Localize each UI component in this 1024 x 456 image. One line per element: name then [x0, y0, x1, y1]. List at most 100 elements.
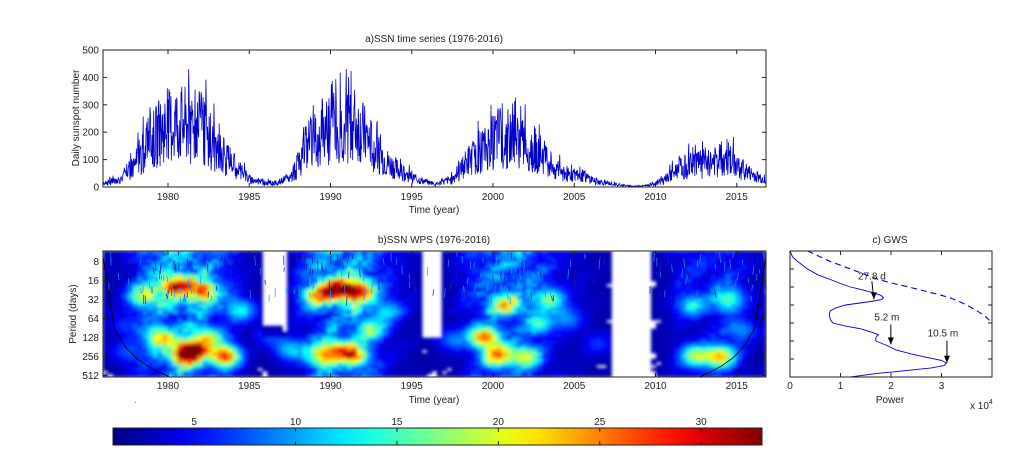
wps-cell	[107, 343, 114, 348]
wps-cell	[700, 328, 707, 333]
wps-cell	[571, 304, 577, 309]
wps-cell	[356, 331, 363, 336]
wps-cell	[227, 340, 233, 345]
wps-cell	[720, 304, 727, 309]
wps-cell	[521, 251, 527, 255]
wps-cell	[237, 268, 243, 273]
wps-cell	[366, 251, 373, 255]
wps-cell	[750, 253, 757, 258]
wps-cell	[750, 316, 757, 321]
wps-cell	[571, 301, 577, 306]
wps-cell	[177, 268, 184, 273]
wps-cell	[536, 334, 542, 339]
wps-cell	[292, 298, 298, 303]
wps-cell	[481, 304, 488, 309]
wps-cell	[715, 346, 722, 351]
wps-cell	[322, 337, 328, 342]
wps-cell	[132, 319, 139, 324]
wps-cell	[257, 280, 263, 285]
wps-cell	[257, 298, 263, 303]
wps-cell	[501, 322, 508, 327]
wps-cell	[103, 304, 109, 309]
wps-cell	[307, 346, 313, 351]
wps-cell	[481, 280, 488, 285]
wps-cell	[361, 331, 368, 336]
wps-cell	[531, 373, 537, 377]
wps-cell	[212, 313, 218, 318]
wps-cell	[137, 337, 144, 342]
wps-cell	[536, 322, 542, 327]
wps-cell	[651, 251, 657, 255]
wps-cell	[292, 337, 298, 342]
wps-cell	[695, 334, 702, 339]
wps-cell	[351, 370, 358, 375]
wps-cell	[307, 304, 313, 309]
wps-cell	[132, 361, 139, 366]
wps-cell	[521, 283, 527, 288]
wps-cell	[730, 271, 737, 276]
wps-cell	[601, 251, 607, 255]
wps-cell	[456, 304, 463, 309]
wps-cell	[526, 355, 532, 360]
wps-cell	[242, 322, 248, 327]
wps-cell	[571, 319, 577, 324]
wps-cell	[735, 313, 742, 318]
wps-cell	[496, 310, 503, 315]
wps-cell	[307, 361, 313, 366]
wps-cell	[451, 346, 458, 351]
wps-cell	[656, 289, 662, 294]
wps-cell	[147, 307, 154, 312]
wps-cell	[337, 367, 343, 372]
wps-cell	[302, 310, 308, 315]
wps-cell	[202, 298, 208, 303]
wps-cell	[656, 295, 662, 300]
wps-cell	[456, 271, 463, 276]
wps-cell	[676, 346, 682, 351]
wps-cell	[187, 322, 193, 327]
wps-cell	[182, 331, 189, 336]
wps-cell	[371, 355, 378, 360]
wps-cell	[297, 307, 303, 312]
wps-cell	[476, 373, 483, 377]
wps-cell	[142, 325, 149, 330]
wps-cell	[127, 268, 134, 273]
wps-cell	[222, 349, 228, 354]
wps-cell	[506, 256, 513, 261]
wps-cell	[676, 349, 682, 354]
wps-cell	[117, 253, 124, 258]
wps-cell	[511, 280, 518, 285]
wps-cell	[651, 298, 657, 303]
wps-cell	[332, 334, 338, 339]
wps-cell	[456, 346, 463, 351]
wps-cell	[302, 361, 308, 366]
wps-cell	[137, 304, 144, 309]
wps-cell	[242, 355, 248, 360]
wps-cell	[491, 340, 498, 345]
wps-cell	[481, 251, 488, 255]
wps-cell	[690, 268, 697, 273]
wps-cell	[142, 283, 149, 288]
wps-cell	[541, 313, 547, 318]
wps-cell	[127, 262, 134, 267]
wps-cell	[112, 346, 119, 351]
wps-cell	[671, 310, 677, 315]
wps-cell	[506, 373, 513, 377]
wps-cell	[511, 337, 518, 342]
wps-cell	[681, 253, 687, 258]
wps-cell	[666, 280, 672, 285]
wps-cell	[501, 298, 508, 303]
wps-cell	[576, 253, 582, 258]
wps-cell	[516, 346, 523, 351]
wps-cell	[501, 262, 508, 267]
wps-cell	[247, 313, 253, 318]
wps-cell	[401, 298, 408, 303]
wps-cell	[511, 325, 518, 330]
wps-cell	[117, 265, 124, 270]
wps-cell	[561, 331, 567, 336]
wps-cell	[207, 361, 213, 366]
wps-cell	[685, 352, 692, 357]
wps-cell	[252, 325, 258, 330]
wps-cell	[501, 331, 508, 336]
wps-cell	[466, 271, 473, 276]
wps-cell	[661, 340, 667, 345]
